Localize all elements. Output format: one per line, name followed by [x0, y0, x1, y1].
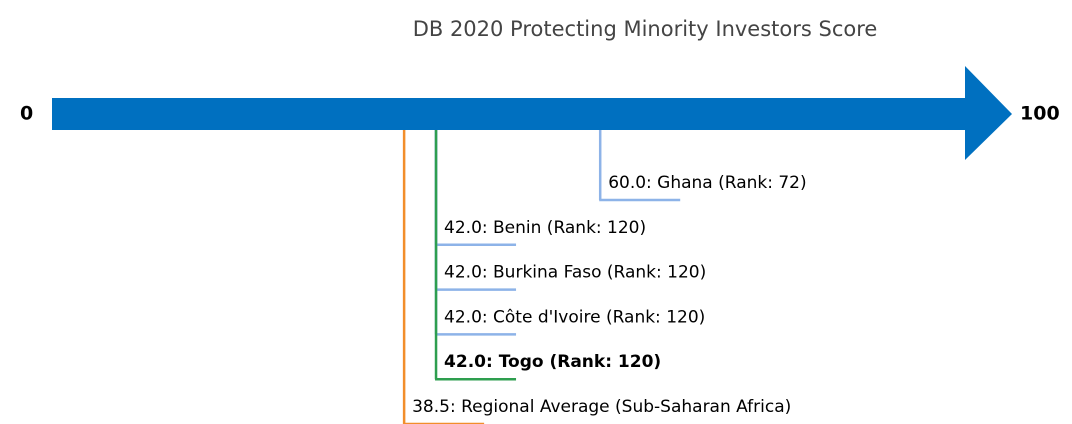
x-tick-label: 0 [20, 103, 33, 125]
item-label: 42.0: Benin (Rank: 120) [444, 218, 646, 238]
item-label: 60.0: Ghana (Rank: 72) [608, 173, 806, 193]
axis-head [965, 66, 1012, 160]
chart-title: DB 2020 Protecting Minority Investors Sc… [413, 17, 878, 41]
item-label: 38.5: Regional Average (Sub-Saharan Afri… [412, 397, 791, 417]
item-label: 42.0: Togo (Rank: 120) [444, 352, 661, 372]
x-tick-label: 100 [1020, 103, 1060, 125]
axis-shaft [52, 98, 965, 130]
item-label: 42.0: Burkina Faso (Rank: 120) [444, 263, 706, 283]
item-label: 42.0: Côte d'Ivoire (Rank: 120) [444, 307, 705, 327]
